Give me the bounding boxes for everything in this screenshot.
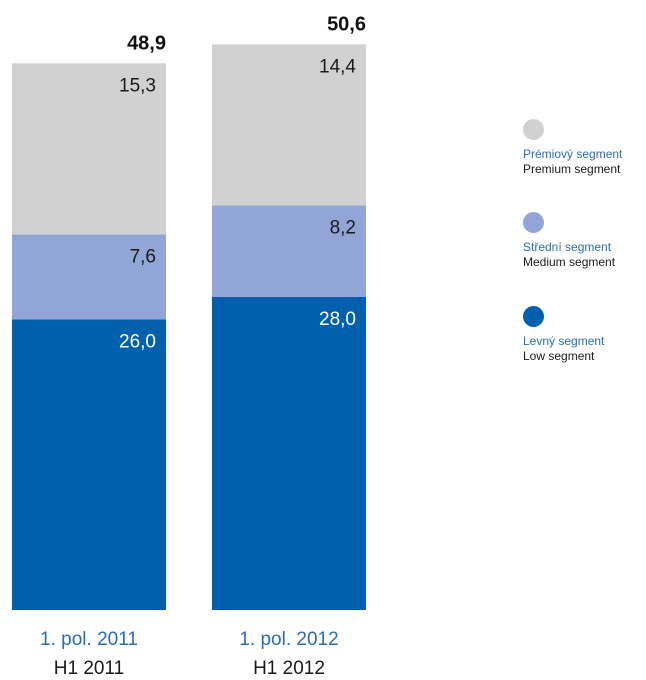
legend-premium-label-cz: Prémiový segment bbox=[523, 147, 623, 161]
category-label-en-2: H1 2012 bbox=[253, 658, 325, 679]
category-label-cz-1: 1. pol. 2011 bbox=[40, 629, 138, 650]
bar-total-label-2: 50,6 bbox=[327, 13, 366, 35]
bar-total-label-1: 48,9 bbox=[127, 32, 166, 54]
bar-value-label-low-2: 28,0 bbox=[319, 309, 356, 330]
bar-segment-premium-1 bbox=[12, 63, 166, 235]
legend-low-label-cz: Levný segment bbox=[523, 334, 605, 348]
legend-medium-label-en: Medium segment bbox=[523, 255, 616, 269]
bar-value-label-premium-2: 14,4 bbox=[319, 56, 356, 77]
bar-segment-medium-1 bbox=[12, 234, 166, 320]
category-label-cz-2: 1. pol. 2012 bbox=[239, 629, 338, 650]
legend-medium-label-cz: Střední segment bbox=[523, 240, 612, 254]
category-label-en-1: H1 2011 bbox=[54, 658, 124, 679]
bar-value-label-premium-1: 15,3 bbox=[119, 75, 156, 96]
bar-segment-medium-2 bbox=[212, 205, 366, 297]
bar-segment-premium-2 bbox=[212, 44, 366, 206]
bar-value-label-medium-2: 8,2 bbox=[330, 217, 356, 238]
bar-value-label-medium-1: 7,6 bbox=[130, 246, 156, 267]
legend-premium-label-en: Premium segment bbox=[523, 162, 621, 176]
bar-value-label-low-1: 26,0 bbox=[119, 331, 156, 352]
legend-low-label-en: Low segment bbox=[523, 349, 595, 363]
legend-premium-swatch bbox=[523, 119, 544, 140]
legend-item-medium: Střední segment Medium segment bbox=[523, 212, 615, 270]
legend-low-swatch bbox=[523, 306, 544, 327]
stacked-bar-chart: 26,0 7,6 15,3 48,9 1. pol. 2011 H1 2011 28,0 8,… bbox=[12, 13, 366, 679]
legend-medium-swatch bbox=[523, 212, 544, 233]
bar-segment-low-1 bbox=[12, 319, 166, 610]
legend-item-low: Levný segment Low segment bbox=[523, 306, 604, 364]
legend-item-premium: Prémiový segment Premium segment bbox=[523, 119, 622, 177]
bar-segment-low-2 bbox=[212, 297, 366, 610]
